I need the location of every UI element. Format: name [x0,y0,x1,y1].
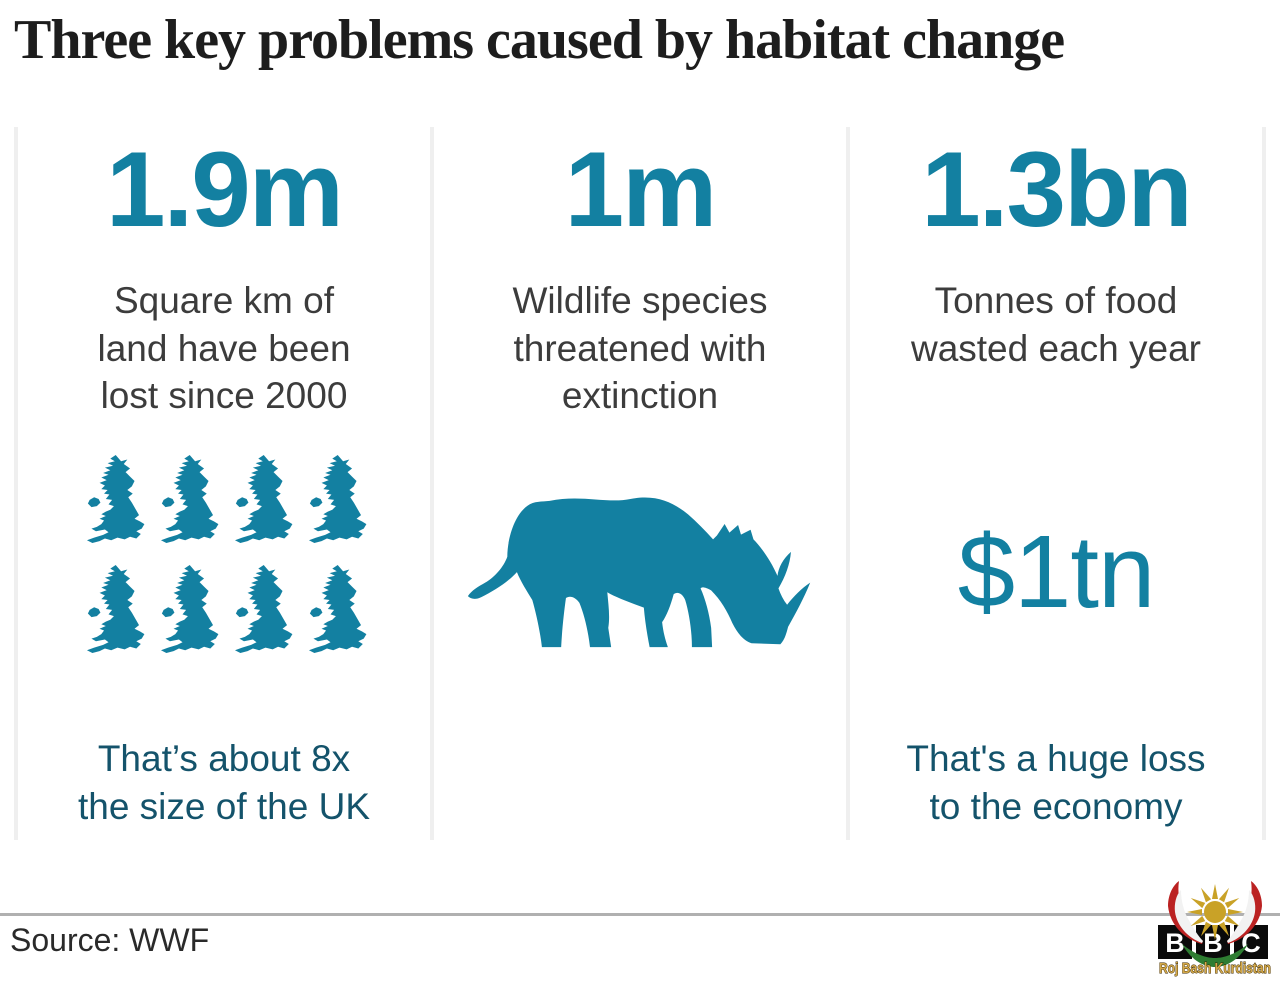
stat-land-lost-note: That’s about 8x the size of the UK [77,738,371,827]
bbc-letter-b2: B [1203,928,1223,958]
substat-economic-loss: $1tn [957,514,1155,630]
card-food-waste: 1.3bn Tonnes of food wasted each year $1… [846,127,1266,840]
stat-wildlife: 1m [564,129,718,249]
uk-map-icon-grid [78,453,370,655]
uk-map-icon [226,453,296,545]
uk-map-icon [152,453,222,545]
stat-land-lost: 1.9m [106,129,344,249]
uk-map-icon [78,453,148,545]
bbc-blocks: B B C [1158,925,1268,959]
stat-food-waste-note: That's a huge loss to the economy [906,738,1206,827]
laurel-icon [1182,944,1248,967]
page-title: Three key problems caused by habitat cha… [14,9,1065,71]
uk-map-icon [152,563,222,655]
bbc-letter-b1: B [1165,928,1185,958]
card-land-lost: 1.9m Square km of land have been lost si… [14,127,430,840]
wreath-right-wing-icon [1227,881,1262,944]
uk-map-icon [226,563,296,655]
stat-land-lost-description: Square km of land have been lost since 2… [97,280,351,417]
footer-divider [0,913,1280,916]
wreath-left-wing-icon [1168,881,1203,944]
stat-food-waste: 1.3bn [921,129,1192,249]
stat-wildlife-description: Wildlife species threatened with extinct… [512,280,768,417]
uk-map-icon [300,453,370,545]
uk-map-icon [300,563,370,655]
sun-icon [1187,884,1243,940]
watermark-logo: B B C Roj Bash Kurdistan [1158,881,1271,977]
source-credit: Source: WWF [10,922,210,958]
bbc-letter-c: C [1241,928,1261,958]
watermark-caption: Roj Bash Kurdistan [1159,961,1271,977]
stat-food-waste-description: Tonnes of food wasted each year [910,280,1201,369]
rhino-icon-wrap [465,497,815,651]
card-wildlife: 1m Wildlife species threatened with exti… [430,127,846,840]
rhino-icon [465,497,815,651]
uk-map-icon [78,563,148,655]
stat-cards: 1.9m Square km of land have been lost si… [14,127,1266,840]
